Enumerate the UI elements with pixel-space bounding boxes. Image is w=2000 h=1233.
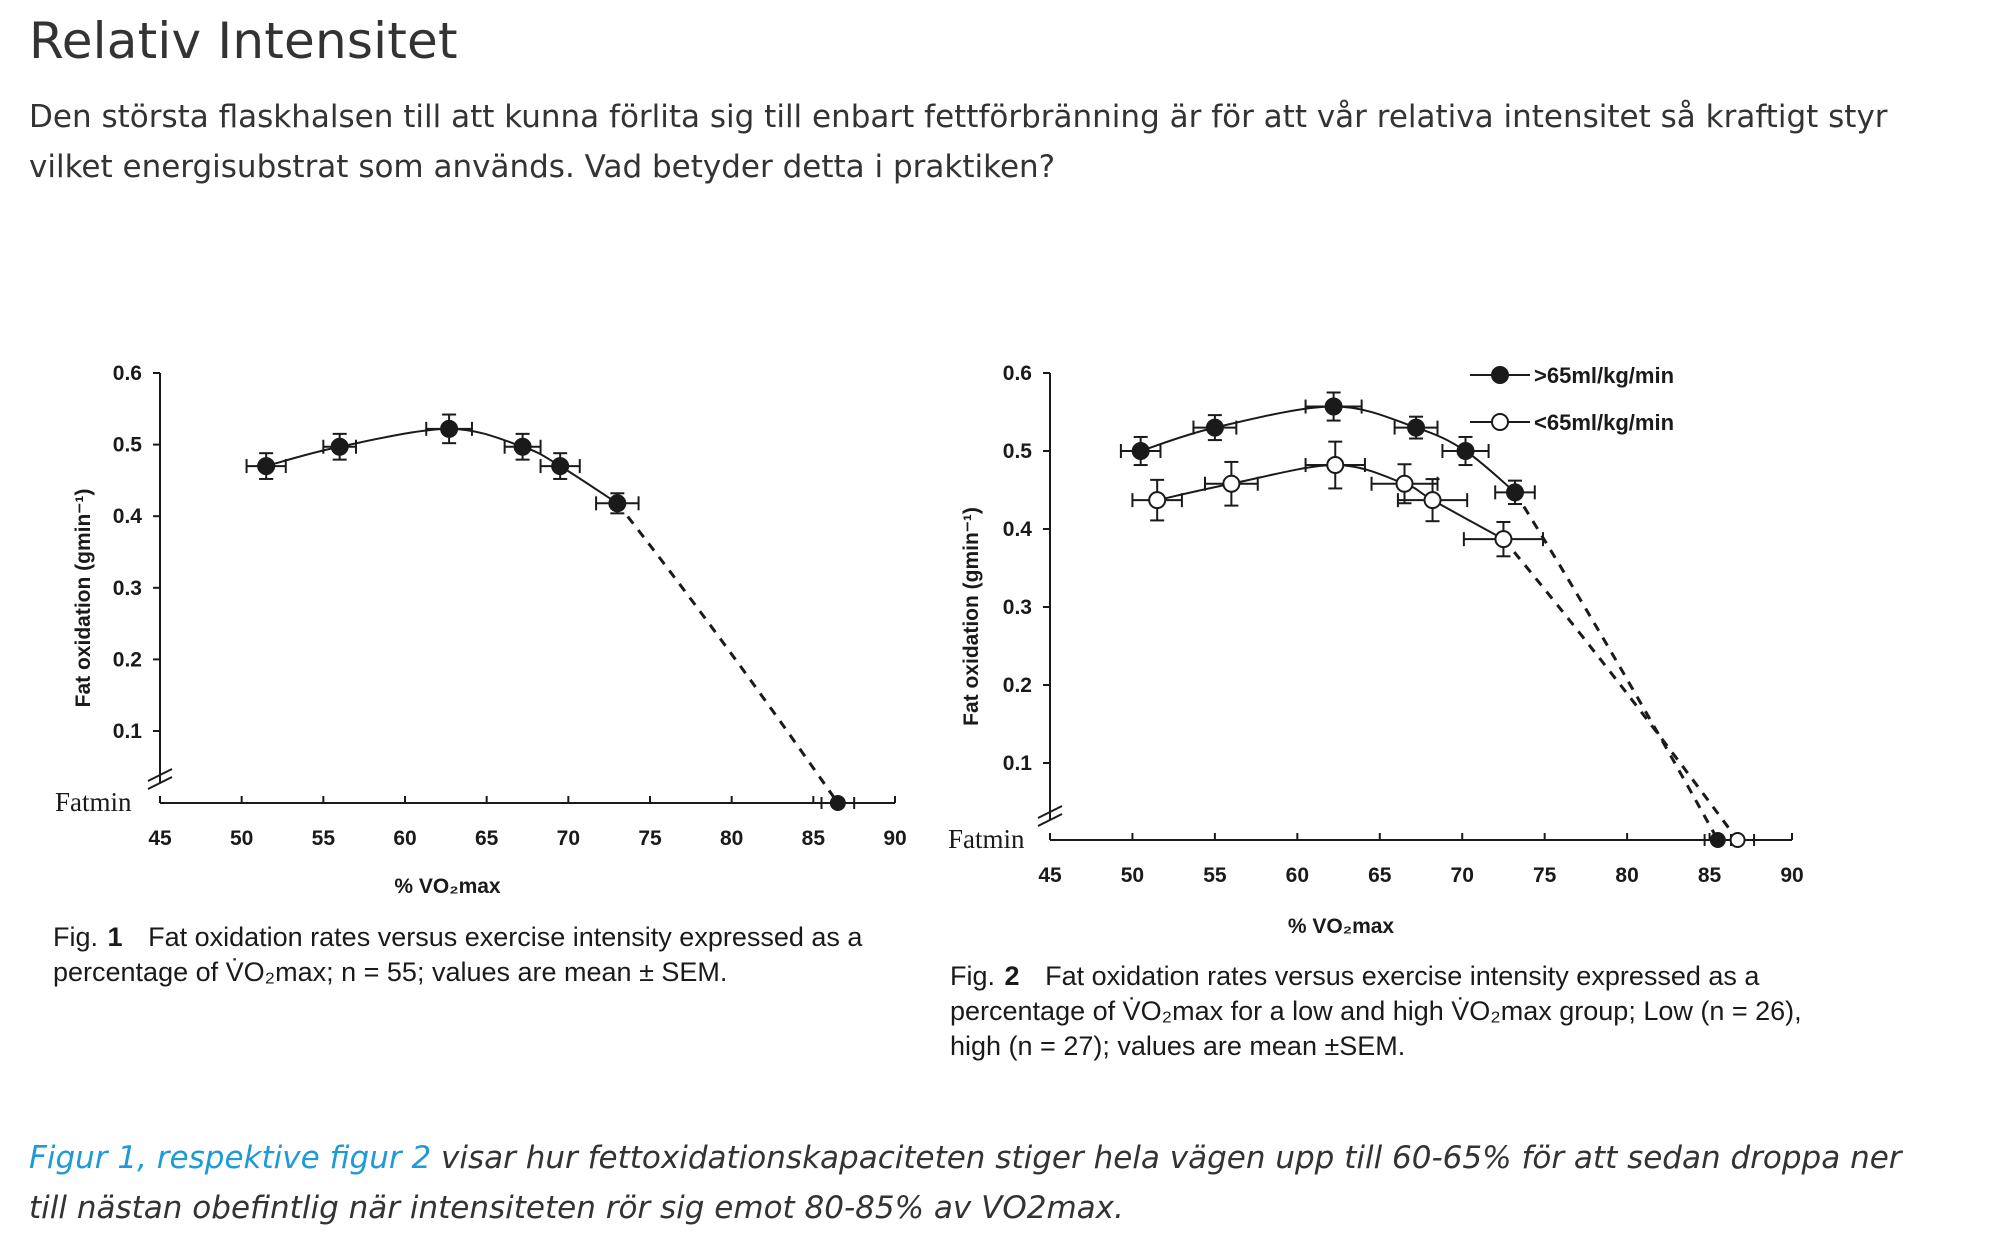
chart2-fatmin-label: Fatmin: [948, 824, 1025, 854]
intro-paragraph: Den största flaskhalsen till att kunna f…: [29, 99, 1888, 185]
chart1-x-tick-label: 60: [393, 827, 416, 850]
chart1-x-tick-label: 75: [638, 827, 662, 850]
chart2-series-1-point: [1456, 442, 1475, 460]
figure-1-caption-number: 1: [107, 922, 123, 952]
chart2-x-tick-label: 80: [1615, 864, 1638, 887]
figure-2-chart: 0.1 0.2 0.3 0.4 0.5 0.6 45 50 55 60 65 70 75 80 85 90 Fa…: [948, 362, 1804, 938]
chart1-series-1-fatmin-point: [829, 795, 846, 811]
chart2-x-tick-label: 65: [1368, 864, 1392, 887]
chart2-x-tick-label: 85: [1698, 864, 1722, 887]
figure-2-caption: Fig. 2 Fat oxidation rates versus exerci…: [950, 959, 1830, 1064]
chart2-series-2-point: [1494, 530, 1513, 549]
chart1-x-tick-label: 65: [475, 827, 499, 850]
chart2-series-2-point: [1148, 491, 1167, 510]
chart2-series-1-point: [1205, 418, 1224, 437]
chart1-y-tick-label: 0.5: [113, 434, 143, 457]
chart2-series-2-point: [1326, 456, 1345, 475]
chart2-axis-break-mark: [1037, 813, 1063, 827]
chart1-y-tick-label: 0.1: [113, 720, 143, 743]
chart1-x-tick-label: 85: [802, 827, 826, 850]
chart2-series-2-point: [1222, 474, 1241, 493]
page-heading: Relativ Intensitet: [29, 12, 458, 70]
chart2-series-1-point: [1407, 418, 1426, 437]
chart2-series-2-point: [1395, 474, 1414, 493]
figure-1-caption-label: Fig.: [53, 922, 99, 952]
chart2-x-tick-label: 90: [1780, 864, 1803, 887]
closing-paragraph: Figur 1, respektive figur 2 visar hur fe…: [29, 1133, 1929, 1233]
chart1-x-tick-label: 45: [148, 827, 172, 850]
figure-1: 0.1 0.2 0.3 0.4 0.5 0.6 45 50 55 60 65 70 75 80 85 90 Fa…: [40, 340, 920, 910]
chart2-y-tick-label: 0.5: [1003, 440, 1033, 463]
figure-2: 0.1 0.2 0.3 0.4 0.5 0.6 45 50 55 60 65 70 75 80 85 90 Fa…: [930, 340, 1830, 940]
chart2-series-1-point: [1324, 397, 1343, 416]
chart2-axis-break-mark: [1037, 805, 1063, 819]
chart1-x-tick-label: 80: [720, 827, 743, 850]
figure-1-caption: Fig. 1 Fat oxidation rates versus exerci…: [53, 920, 913, 990]
chart1-x-tick-label: 50: [230, 827, 253, 850]
chart2-x-tick-label: 45: [1038, 864, 1062, 887]
chart1-x-tick-label: 70: [557, 827, 580, 850]
chart1-series-1-point: [330, 437, 349, 456]
chart2-y-axis-title: Fat oxidation (gmin⁻¹): [960, 507, 983, 726]
chart1-y-tick-label: 0.3: [113, 577, 142, 600]
chart1-series-1-extrapolation: [616, 502, 840, 804]
chart2-y-tick-label: 0.4: [1003, 518, 1033, 541]
figure-2-caption-label: Fig.: [950, 961, 996, 991]
chart2-legend-marker: [1491, 366, 1509, 384]
figure-1-chart: 0.1 0.2 0.3 0.4 0.5 0.6 45 50 55 60 65 70 75 80 85 90 Fa…: [55, 362, 907, 898]
chart1-axis-break-mark: [147, 768, 173, 782]
figure-1-caption-text: Fat oxidation rates versus exercise inte…: [53, 922, 863, 987]
chart2-series-1-point: [1131, 442, 1150, 460]
figure-reference-link[interactable]: Figur 1, respektive figur 2: [29, 1140, 432, 1176]
chart1-series-1-point: [608, 494, 627, 513]
chart1-x-tick-label: 90: [883, 827, 906, 850]
chart2-y-tick-label: 0.6: [1003, 362, 1032, 385]
chart1-series-1-point: [440, 419, 459, 438]
chart2-y-tick-label: 0.2: [1003, 674, 1032, 697]
chart1-x-axis-title: % VO₂max: [394, 875, 501, 898]
figure-2-caption-text: Fat oxidation rates versus exercise inte…: [950, 961, 1802, 1061]
chart1-series-1-point: [551, 457, 570, 476]
chart2-x-tick-label: 70: [1451, 864, 1474, 887]
chart1-y-tick-label: 0.6: [113, 362, 142, 385]
chart2-series-1-point: [1505, 483, 1524, 502]
chart2-x-tick-label: 50: [1121, 864, 1144, 887]
figure-2-caption-number: 2: [1004, 961, 1020, 991]
closing-text: visar hur fettoxidationskapaciteten stig…: [29, 1140, 1902, 1226]
chart1-series-1-point: [257, 457, 276, 476]
chart2-legend-label: <65ml/kg/min: [1534, 410, 1674, 435]
chart1-x-tick-label: 55: [312, 827, 336, 850]
chart2-x-axis-title: % VO₂max: [1288, 915, 1395, 938]
chart2-series-2-curve: [1156, 464, 1504, 541]
chart2-x-tick-label: 55: [1203, 864, 1227, 887]
chart2-series-2-fatmin-point: [1729, 832, 1746, 848]
chart1-fatmin-label: Fatmin: [55, 787, 132, 817]
chart2-x-tick-label: 60: [1286, 864, 1309, 887]
chart2-legend-label: >65ml/kg/min: [1534, 363, 1674, 388]
chart2-y-tick-label: 0.1: [1003, 752, 1033, 775]
chart1-y-tick-label: 0.2: [113, 648, 142, 671]
chart1-axis-break-mark: [147, 776, 173, 790]
chart2-series-2-extrapolation: [1502, 538, 1739, 841]
chart2-legend-marker: [1491, 413, 1509, 431]
chart2-series-2-point: [1423, 491, 1442, 510]
chart1-y-axis-title: Fat oxidation (gmin⁻¹): [72, 489, 95, 708]
chart2-x-tick-label: 75: [1533, 864, 1557, 887]
chart1-y-tick-label: 0.4: [113, 505, 143, 528]
chart2-y-tick-label: 0.3: [1003, 596, 1032, 619]
chart1-series-1-point: [513, 437, 532, 456]
chart2-series-1-fatmin-point: [1709, 832, 1726, 848]
chart2-series-1-extrapolation: [1513, 491, 1720, 841]
